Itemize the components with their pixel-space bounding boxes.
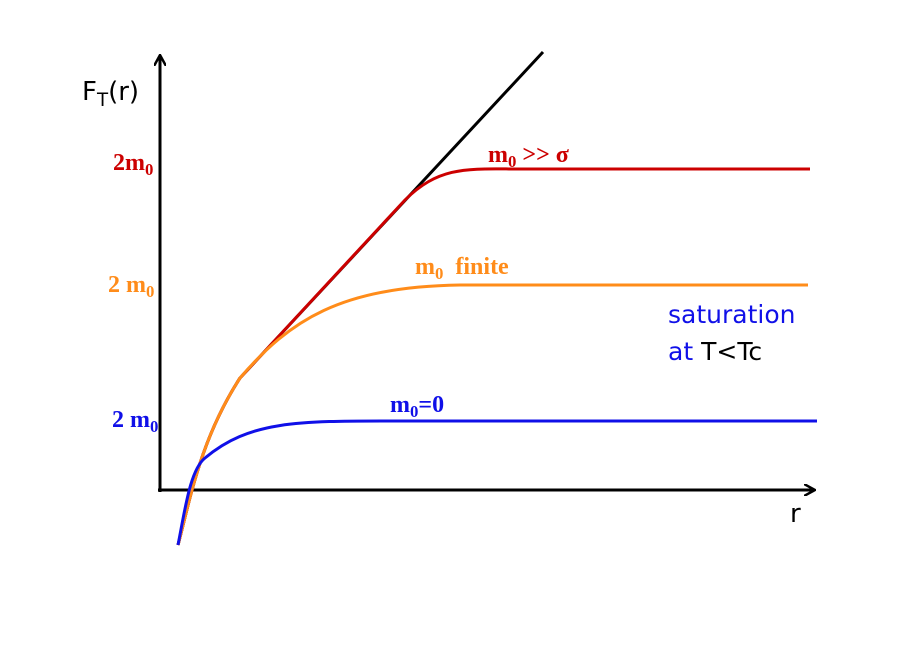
curve-label: m0=0 xyxy=(390,392,444,421)
level-label: 2m0 xyxy=(113,150,153,179)
orange-curve xyxy=(176,283,808,546)
level-label: 2 m0 xyxy=(112,407,158,436)
curve-label: m0 >> σ xyxy=(488,142,569,171)
note: at T<Tc xyxy=(668,337,762,366)
level-label: 2 m0 xyxy=(108,272,154,301)
y-axis-label: FT(r) xyxy=(82,77,139,111)
blue-curve xyxy=(176,419,817,546)
x-axis-label: r xyxy=(790,499,801,529)
curve-label: m0 finite xyxy=(415,254,509,283)
note: saturation xyxy=(668,300,795,329)
